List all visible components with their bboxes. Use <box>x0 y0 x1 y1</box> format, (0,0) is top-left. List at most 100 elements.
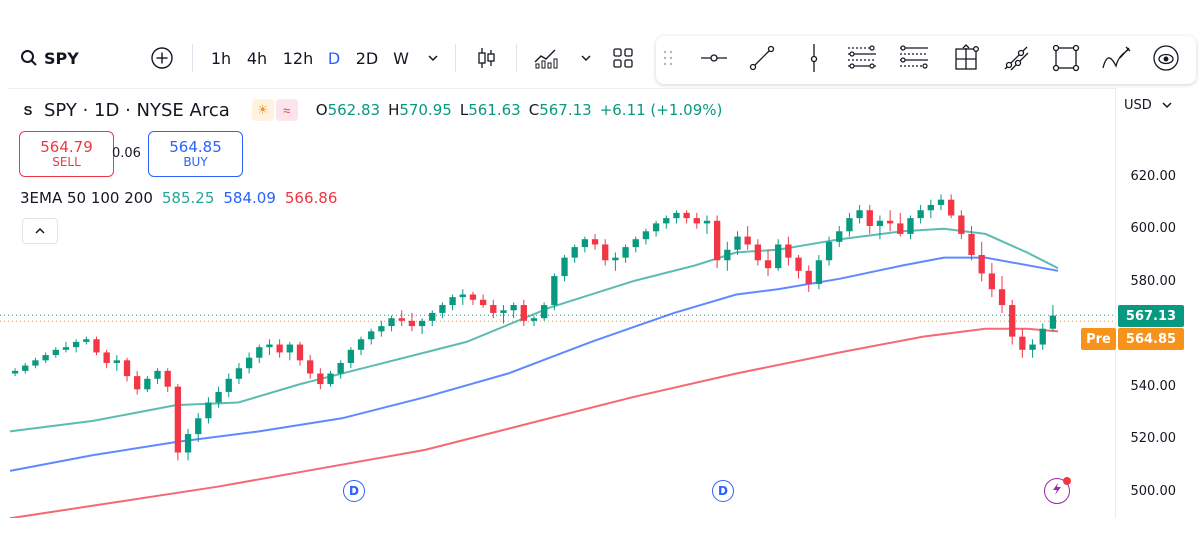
candle-body <box>235 368 243 379</box>
candle <box>184 428 192 461</box>
symbol-title[interactable]: SPY · 1D · NYSE Arca <box>44 99 230 121</box>
candle-body <box>785 244 792 258</box>
candle <box>632 236 639 253</box>
candle-body <box>408 320 416 327</box>
buy-button[interactable]: 564.85 BUY <box>148 131 243 177</box>
candle-body <box>683 212 690 219</box>
close-key: C <box>528 101 540 119</box>
layout-button[interactable] <box>608 42 638 74</box>
candle-body <box>917 210 924 219</box>
candle <box>72 339 80 353</box>
candle <box>32 357 39 369</box>
candle <box>907 215 914 240</box>
price-chart[interactable] <box>0 88 1115 518</box>
interval-w[interactable]: W <box>393 48 409 68</box>
candle-body <box>886 220 894 224</box>
candle <box>408 312 416 332</box>
compare-button[interactable] <box>146 42 178 74</box>
candle-body <box>825 241 833 261</box>
eye-tool[interactable] <box>1146 40 1186 80</box>
candle-body <box>663 218 670 224</box>
candle <box>174 384 182 461</box>
candle-body <box>256 347 263 358</box>
indicators-dropdown[interactable] <box>576 42 596 74</box>
candle <box>479 294 487 308</box>
collapse-legend-button[interactable] <box>22 218 58 244</box>
market-hours-icon[interactable]: ☀ <box>251 99 274 121</box>
interval-1h[interactable]: 1h <box>210 48 232 68</box>
candle-body <box>927 204 934 211</box>
candle <box>368 328 375 345</box>
chart-type-button[interactable] <box>470 42 502 74</box>
candle-body <box>72 341 80 348</box>
long-position-tool[interactable] <box>996 40 1036 80</box>
candle <box>459 289 466 306</box>
candle-body <box>795 257 802 271</box>
candle-body <box>988 273 996 290</box>
regression-tool[interactable] <box>894 40 934 80</box>
long-position-icon <box>1001 43 1031 78</box>
candle <box>937 194 945 211</box>
interval-4h[interactable]: 4h <box>246 48 268 68</box>
interval-12h[interactable]: 12h <box>282 48 314 68</box>
alert-marker[interactable] <box>1044 477 1071 504</box>
candle <box>866 204 873 234</box>
candle <box>164 368 171 392</box>
candle-body <box>327 373 334 385</box>
interval-2d[interactable]: 2D <box>355 48 379 68</box>
candle <box>968 226 975 261</box>
interval-dropdown[interactable] <box>422 42 444 74</box>
candle-body <box>775 244 782 269</box>
trend-line-tool[interactable] <box>742 40 782 80</box>
candle <box>93 336 100 356</box>
ema-legend[interactable]: 3EMA 50 100 200 585.25 584.09 566.86 <box>20 189 337 207</box>
symbol-search-button[interactable]: SPY <box>14 42 94 74</box>
candle-body <box>479 299 487 306</box>
candle <box>83 336 90 345</box>
parallel-channel-tool[interactable] <box>842 40 882 80</box>
candle-body <box>632 239 639 248</box>
candle <box>713 215 721 269</box>
chevron-down-icon <box>427 54 439 62</box>
candle <box>734 231 741 255</box>
brush-icon <box>1100 44 1132 77</box>
candle <box>347 347 355 369</box>
currency-selector[interactable]: USD <box>1124 98 1172 113</box>
alert-dot <box>1063 477 1071 485</box>
rectangle-tool[interactable] <box>1046 40 1086 80</box>
candles-icon <box>474 46 498 70</box>
price-axis-label: 500.00 <box>1130 484 1177 499</box>
chart-pane[interactable] <box>8 88 1115 518</box>
interval-d[interactable]: D <box>327 48 341 68</box>
open-value: 562.83 <box>327 101 381 119</box>
price-axis[interactable]: 620.00 600.00 580.00 540.00 520.00 500.0… <box>1115 88 1200 518</box>
sell-button[interactable]: 564.79 SELL <box>19 131 114 177</box>
candle <box>429 310 436 327</box>
candle-body <box>154 370 161 379</box>
candle <box>205 397 212 424</box>
candle <box>286 341 293 361</box>
candle <box>591 233 599 250</box>
candle <box>530 315 538 327</box>
candle-body <box>866 210 873 227</box>
candle <box>215 386 222 408</box>
horizontal-ray-tool[interactable] <box>694 40 734 80</box>
vertical-line-tool[interactable] <box>794 40 834 80</box>
rectangle-icon <box>1051 43 1081 78</box>
candle <box>388 315 395 332</box>
drag-handle[interactable] <box>656 40 680 80</box>
candle-body <box>215 391 222 403</box>
data-delay-icon[interactable]: ≈ <box>275 99 298 121</box>
indicators-button[interactable] <box>530 42 562 74</box>
dividend-marker[interactable]: D <box>343 480 365 502</box>
horizontal-ray-icon <box>699 48 729 73</box>
candle-body <box>429 312 436 321</box>
candle <box>256 344 263 363</box>
dividend-marker[interactable]: D <box>712 480 734 502</box>
drag-handle-icon <box>663 50 673 71</box>
candle <box>744 226 751 250</box>
fib-retracement-tool[interactable] <box>946 40 986 80</box>
candle <box>978 241 985 282</box>
brush-tool[interactable] <box>1096 40 1136 80</box>
candle-body <box>398 318 405 321</box>
